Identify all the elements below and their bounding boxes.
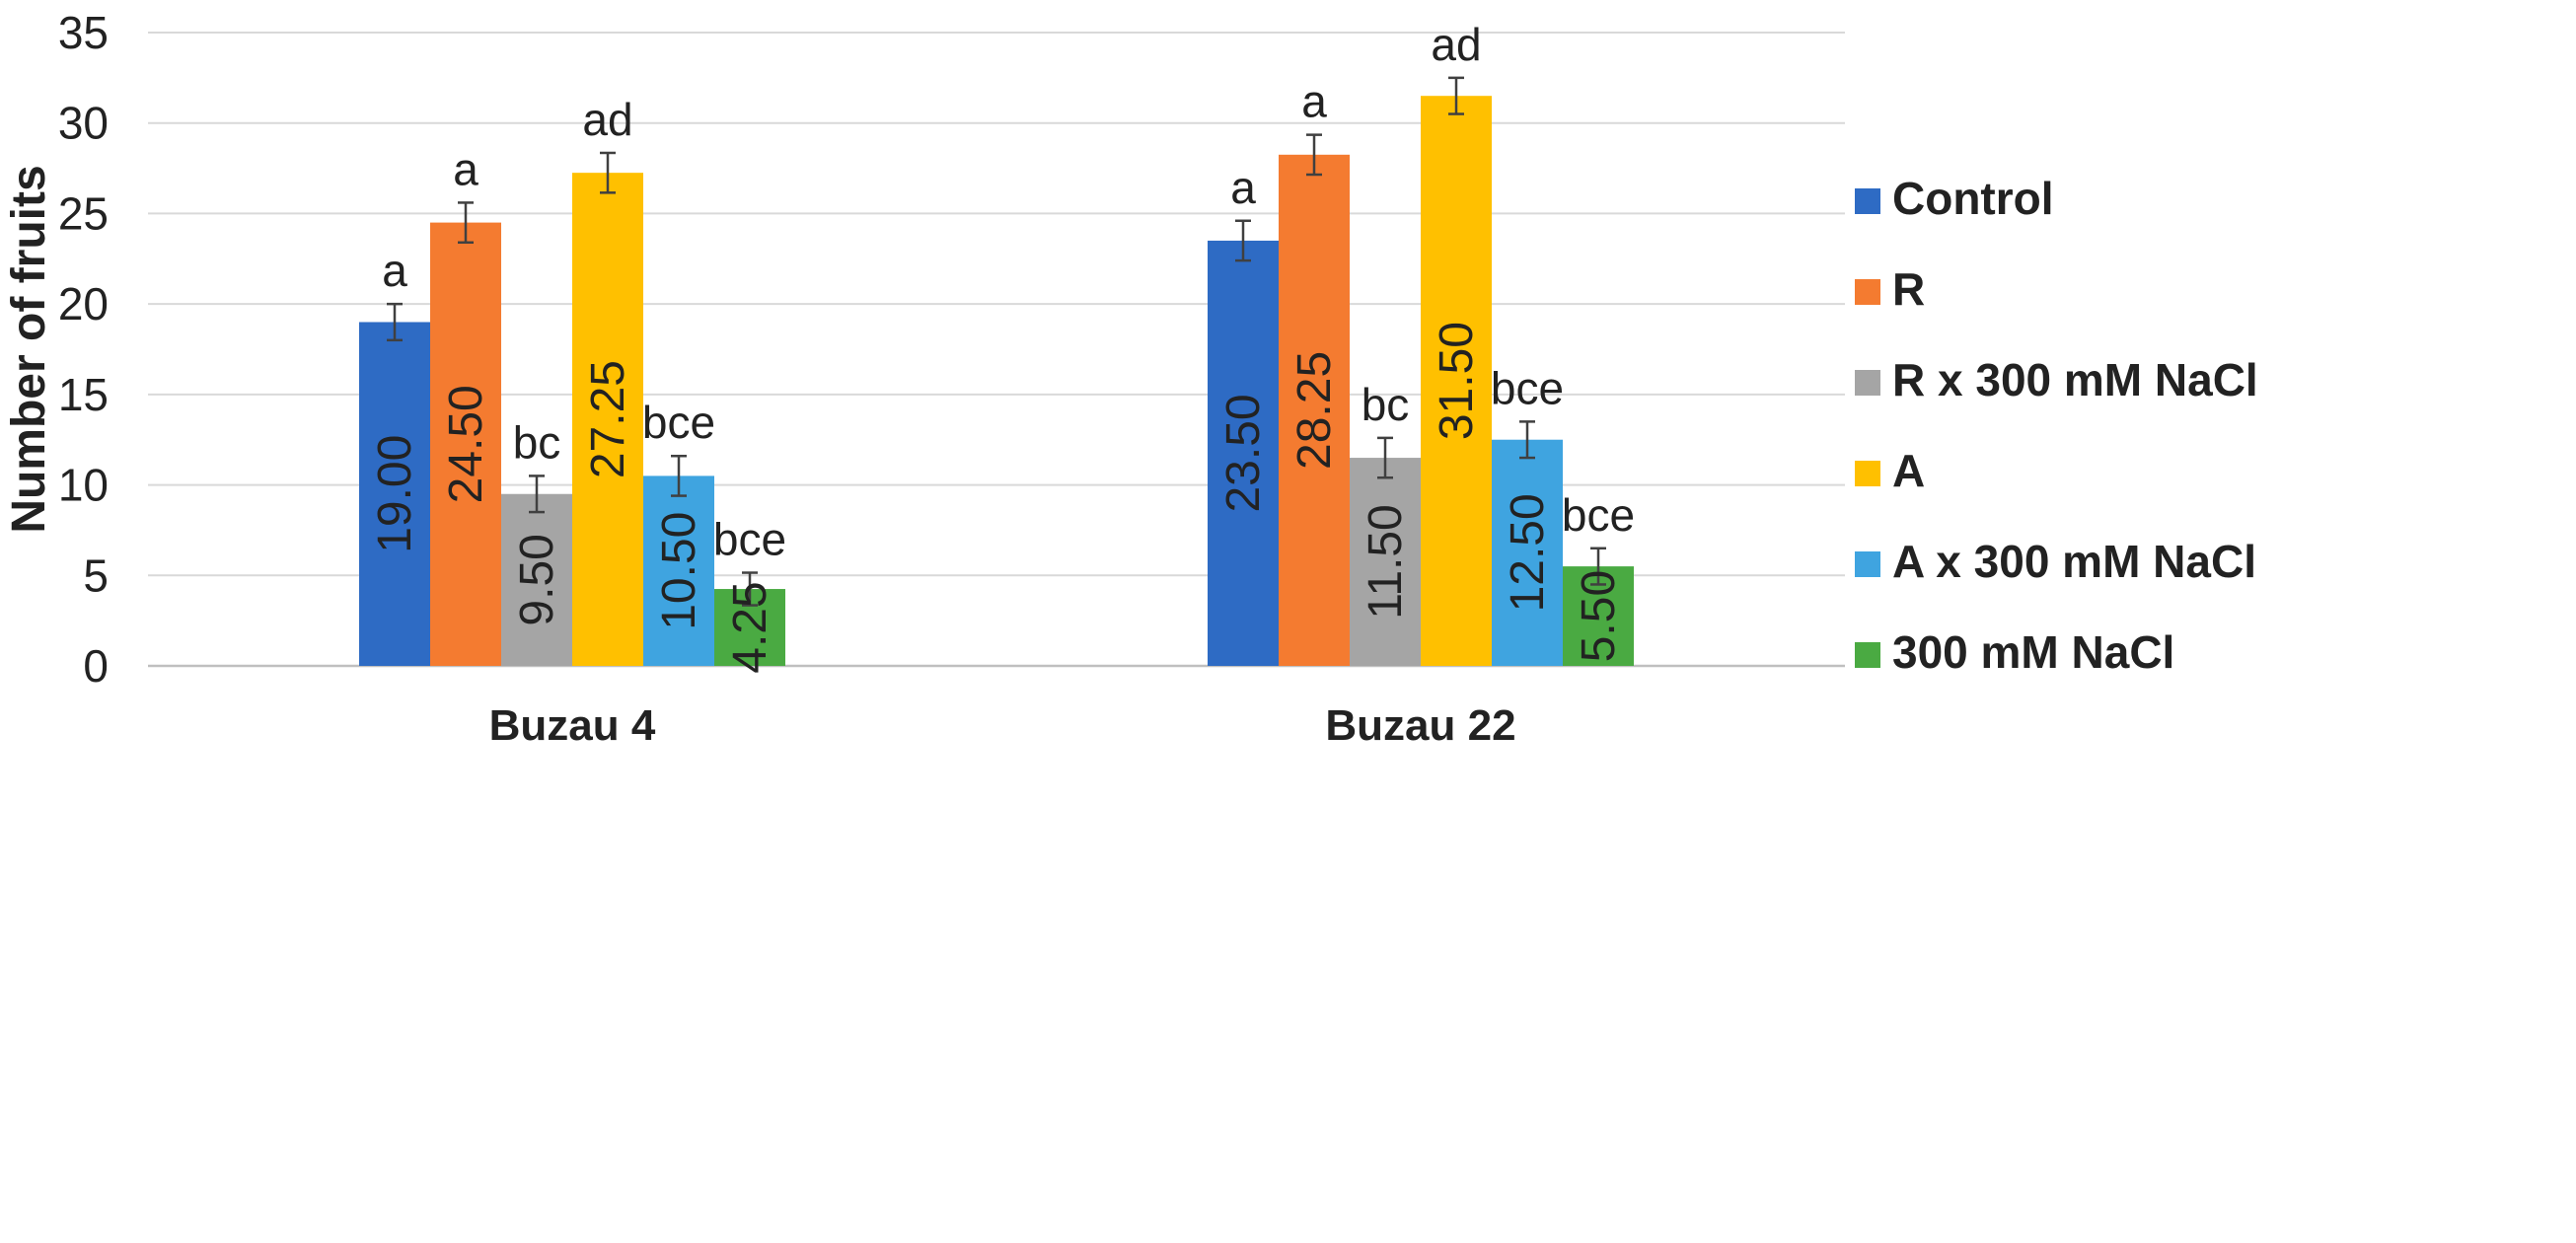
legend-swatch [1855, 188, 1880, 214]
bar [1279, 154, 1350, 667]
error-bar [529, 475, 545, 514]
legend-item: A x 300 mM NaCl [1855, 536, 2256, 587]
significance-label: a [382, 245, 407, 296]
significance-label: bce [642, 397, 715, 448]
data-label: 27.25 [582, 360, 634, 478]
error-bar [1590, 547, 1606, 586]
legend-swatch [1855, 461, 1880, 486]
y-axis-title: Number of fruits [3, 165, 55, 533]
data-label: 12.50 [1502, 493, 1554, 612]
error-bar [1306, 133, 1322, 177]
error-bar [1519, 420, 1535, 460]
y-tick-label: 0 [83, 640, 109, 692]
y-tick-label: 25 [58, 187, 109, 239]
data-label: 23.50 [1217, 394, 1270, 512]
bar [1350, 458, 1421, 666]
significance-label: a [453, 143, 478, 194]
significance-label: bce [1491, 362, 1564, 413]
data-label: 31.50 [1431, 322, 1483, 440]
data-label: 24.50 [440, 385, 492, 503]
legend-swatch [1855, 370, 1880, 396]
data-label: 11.50 [1360, 504, 1412, 620]
bar [572, 173, 643, 666]
bar [643, 475, 714, 666]
error-bar [600, 151, 616, 194]
legend-swatch [1855, 642, 1880, 668]
y-tick-label: 30 [58, 98, 109, 149]
error-bar [1377, 436, 1393, 479]
legend-item: R x 300 mM NaCl [1855, 354, 2258, 405]
legend-label: 300 mM NaCl [1892, 626, 2174, 678]
legend-swatch [1855, 279, 1880, 305]
bar [1492, 439, 1563, 666]
legend-item: R [1855, 263, 1925, 315]
x-category-label: Buzau 4 [489, 701, 656, 750]
bar [430, 222, 501, 666]
data-label: 19.00 [369, 435, 421, 553]
significance-label: bc [513, 416, 561, 468]
y-tick-label: 5 [83, 549, 109, 601]
error-bar [742, 571, 758, 607]
error-bar [671, 454, 687, 497]
data-label: 9.50 [511, 534, 563, 625]
x-category-label: Buzau 22 [1325, 701, 1515, 750]
significance-label: a [1301, 76, 1327, 127]
significance-label: bc [1362, 379, 1410, 430]
legend-item: A [1855, 445, 1925, 496]
y-tick-label: 10 [58, 460, 109, 511]
y-tick-label: 15 [58, 369, 109, 420]
legend-label: Control [1892, 173, 2054, 224]
significance-label: a [1230, 162, 1256, 213]
bar [501, 493, 572, 666]
legend: Control R R x 300 mM NaCl A A x 300 mM NaCl 3… [1855, 173, 2258, 678]
error-bar [458, 201, 474, 245]
legend-label: R [1892, 263, 1925, 315]
bars [359, 76, 1634, 667]
legend-item: Control [1855, 173, 2054, 224]
legend-label: R x 300 mM NaCl [1892, 354, 2258, 405]
legend-item: 300 mM NaCl [1855, 626, 2174, 678]
data-label: 28.25 [1288, 351, 1341, 470]
significance-label: bce [1562, 489, 1635, 541]
x-axis-categories: Buzau 4 Buzau 22 [489, 701, 1516, 750]
y-tick-label: 35 [58, 7, 109, 58]
error-bar [1448, 76, 1464, 115]
bar [359, 322, 430, 666]
data-label: 4.25 [724, 581, 776, 673]
legend-label: A [1892, 445, 1925, 496]
significance-label: ad [1431, 19, 1481, 70]
y-axis-ticks: 0 5 10 15 20 25 30 35 [58, 7, 109, 692]
legend-swatch [1855, 551, 1880, 577]
significance-label: ad [582, 94, 632, 145]
significance-label: bce [713, 514, 786, 565]
data-label: 5.50 [1573, 570, 1625, 662]
bar [1421, 96, 1492, 666]
error-bar [1235, 219, 1251, 262]
data-label: 10.50 [653, 512, 705, 630]
y-tick-label: 20 [58, 278, 109, 329]
legend-label: A x 300 mM NaCl [1892, 536, 2256, 587]
bar [1208, 240, 1279, 666]
error-bar [387, 302, 403, 342]
